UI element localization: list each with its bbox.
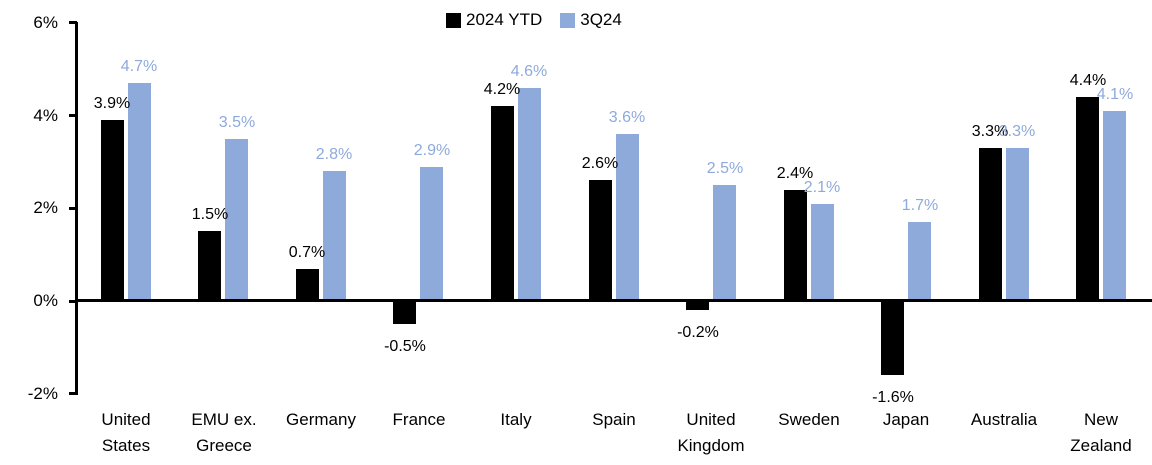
category-label-italy: Italy	[500, 410, 532, 429]
value-label-2024-ytd-germany: 0.7%	[288, 244, 326, 261]
bar-3q24-sweden	[811, 204, 834, 301]
value-label-2024-ytd-new-zealand: 4.4%	[1069, 72, 1107, 89]
category-label-sweden: Sweden	[778, 410, 840, 429]
category-label-japan: Japan	[882, 410, 930, 429]
y-tick-label-2%: 2%	[33, 198, 58, 217]
value-label-3q24-italy: 4.6%	[510, 63, 548, 80]
bar-3q24-japan	[908, 222, 931, 301]
value-label-3q24-spain: 3.6%	[608, 109, 646, 126]
bar-2024-ytd-united-kingdom	[686, 301, 709, 310]
value-label-3q24-france: 2.9%	[413, 142, 451, 159]
value-label-3q24-sweden: 2.1%	[803, 179, 841, 196]
value-label-2024-ytd-australia: 3.3%	[971, 123, 1009, 140]
bar-2024-ytd-france	[393, 301, 416, 324]
value-label-2024-ytd-france: -0.5%	[384, 338, 426, 355]
y-tick-mark-4%	[69, 114, 77, 117]
bar-2024-ytd-germany	[296, 269, 319, 301]
y-tick-mark--2%	[69, 392, 77, 395]
bar-2024-ytd-australia	[979, 148, 1002, 301]
bar-2024-ytd-italy	[491, 106, 514, 301]
value-label-3q24-germany: 2.8%	[315, 146, 353, 163]
value-label-2024-ytd-japan: -1.6%	[872, 389, 914, 406]
bar-3q24-united-states	[128, 83, 151, 301]
bar-2024-ytd-spain	[589, 180, 612, 301]
legend-item-2024-ytd: 2024 YTD	[446, 9, 542, 31]
bar-2024-ytd-emu-ex-greece	[198, 231, 221, 301]
y-tick-label-6%: 6%	[33, 13, 58, 32]
category-label-new-zealand: New Zealand	[1070, 410, 1132, 455]
value-label-3q24-new-zealand: 4.1%	[1096, 86, 1134, 103]
bar-2024-ytd-united-states	[101, 120, 124, 301]
value-label-2024-ytd-italy: 4.2%	[483, 81, 521, 98]
category-label-united-kingdom: United Kingdom	[677, 410, 745, 455]
bar-3q24-spain	[616, 134, 639, 301]
legend-swatch-2024-ytd	[446, 12, 461, 28]
category-label-united-states: United States	[101, 410, 151, 455]
y-tick-mark-6%	[69, 21, 77, 24]
bar-3q24-united-kingdom	[713, 185, 736, 301]
bar-2024-ytd-sweden	[784, 190, 807, 301]
y-tick-mark-2%	[69, 207, 77, 210]
value-label-2024-ytd-emu-ex-greece: 1.5%	[191, 206, 229, 223]
bar-3q24-new-zealand	[1103, 111, 1126, 301]
value-label-3q24-emu-ex-greece: 3.5%	[218, 114, 256, 131]
x-axis-line	[75, 299, 1152, 302]
bar-3q24-australia	[1006, 148, 1029, 301]
value-label-2024-ytd-spain: 2.6%	[581, 155, 619, 172]
value-label-3q24-japan: 1.7%	[901, 197, 939, 214]
legend-label-2024-ytd: 2024 YTD	[466, 10, 543, 29]
value-label-3q24-australia: 3.3%	[998, 123, 1036, 140]
legend-label-3q24: 3Q24	[580, 10, 622, 29]
legend: 2024 YTD 3Q24	[446, 9, 622, 31]
bar-3q24-emu-ex-greece	[225, 139, 248, 301]
category-label-france: France	[392, 410, 446, 429]
y-tick-mark-0%	[69, 300, 77, 303]
value-label-2024-ytd-united-states: 3.9%	[93, 95, 131, 112]
y-tick-label--2%: -2%	[27, 384, 58, 403]
category-label-spain: Spain	[592, 410, 636, 429]
category-label-emu-ex-greece: EMU ex. Greece	[191, 410, 257, 455]
y-tick-label-4%: 4%	[33, 106, 58, 125]
legend-item-3q24: 3Q24	[560, 9, 622, 31]
value-label-3q24-united-kingdom: 2.5%	[706, 160, 744, 177]
bar-3q24-italy	[518, 88, 541, 301]
category-label-germany: Germany	[286, 410, 356, 429]
bar-2024-ytd-japan	[881, 301, 904, 375]
bar-2024-ytd-new-zealand	[1076, 97, 1099, 301]
value-label-3q24-united-states: 4.7%	[120, 58, 158, 75]
bar-3q24-germany	[323, 171, 346, 301]
legend-swatch-3q24	[560, 12, 576, 28]
value-label-2024-ytd-sweden: 2.4%	[776, 165, 814, 182]
category-label-australia: Australia	[970, 410, 1038, 429]
bar-3q24-france	[420, 167, 443, 301]
value-label-2024-ytd-united-kingdom: -0.2%	[677, 324, 719, 341]
y-tick-label-0%: 0%	[33, 291, 58, 310]
